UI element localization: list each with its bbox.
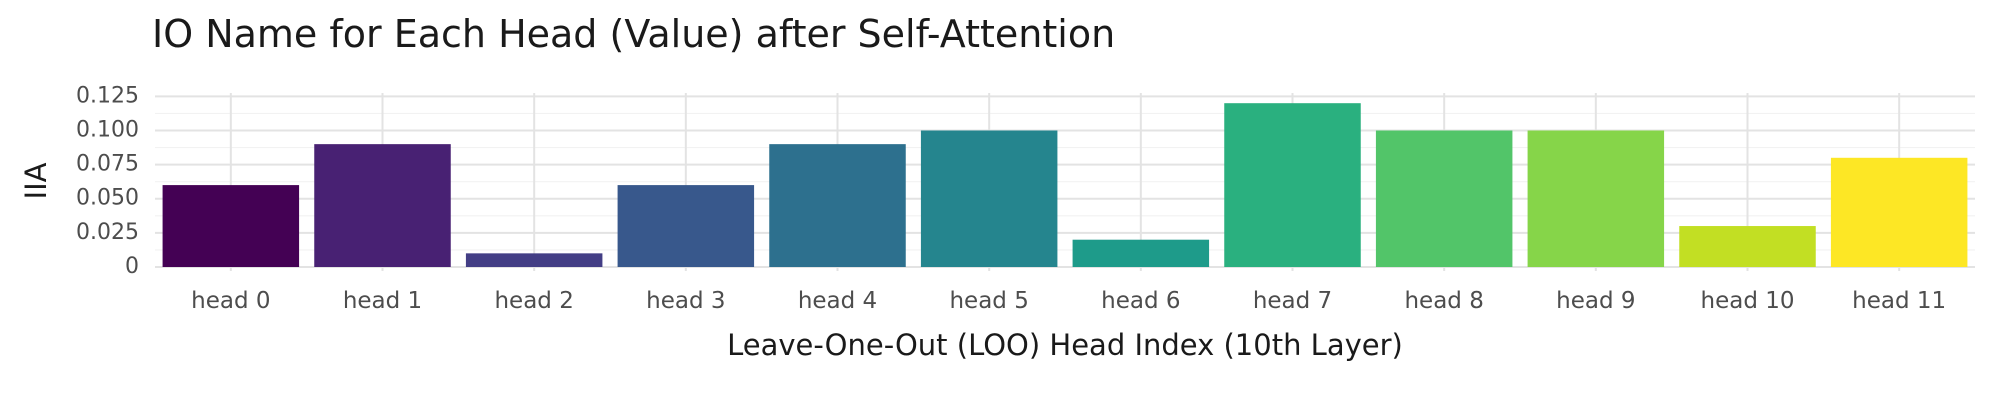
y-tick-label: 0.075 — [76, 152, 139, 177]
x-tick-label: head 6 — [1101, 288, 1180, 314]
bar-head-2 — [465, 253, 603, 267]
bar-head-7 — [1224, 103, 1361, 267]
bar-head-5 — [920, 130, 1058, 267]
bars — [162, 103, 1968, 267]
x-tick-label: head 5 — [949, 288, 1028, 314]
bar-head-0 — [162, 185, 300, 267]
x-tick-label: head 2 — [494, 288, 573, 314]
y-tick-label: 0.025 — [76, 220, 139, 245]
x-tick-label: head 9 — [1556, 288, 1635, 314]
bar-head-1 — [314, 144, 451, 267]
x-tick-label: head 1 — [343, 288, 422, 314]
x-axis-ticks: head 0 head 1 head 2 head 3 head 4 head 5 head… — [191, 288, 1946, 314]
bar-head-9 — [1527, 130, 1665, 267]
x-tick-label: head 3 — [646, 288, 725, 314]
x-tick-label: head 0 — [191, 288, 270, 314]
y-tick-label: 0.125 — [76, 83, 139, 108]
y-tick-label: 0.050 — [76, 186, 139, 211]
bar-head-11 — [1830, 157, 1968, 267]
bar-head-10 — [1679, 226, 1816, 267]
bar-head-4 — [769, 144, 906, 267]
y-tick-label: 0 — [125, 254, 139, 279]
x-tick-label: head 8 — [1404, 288, 1483, 314]
y-tick-label: 0.100 — [76, 117, 139, 142]
y-axis-ticks: 0 0.025 0.050 0.075 0.100 0.125 — [76, 83, 139, 279]
chart-title: IO Name for Each Head (Value) after Self… — [152, 12, 1116, 56]
x-axis-label: Leave-One-Out (LOO) Head Index (10th Lay… — [727, 328, 1403, 362]
y-axis-label: IIA — [19, 162, 53, 199]
x-tick-label: head 7 — [1253, 288, 1332, 314]
bar-head-3 — [617, 185, 755, 267]
x-tick-label: head 10 — [1701, 288, 1795, 314]
bar-head-8 — [1375, 130, 1513, 267]
bar-head-6 — [1072, 239, 1210, 267]
x-tick-label: head 4 — [798, 288, 877, 314]
x-tick-label: head 11 — [1852, 288, 1946, 314]
